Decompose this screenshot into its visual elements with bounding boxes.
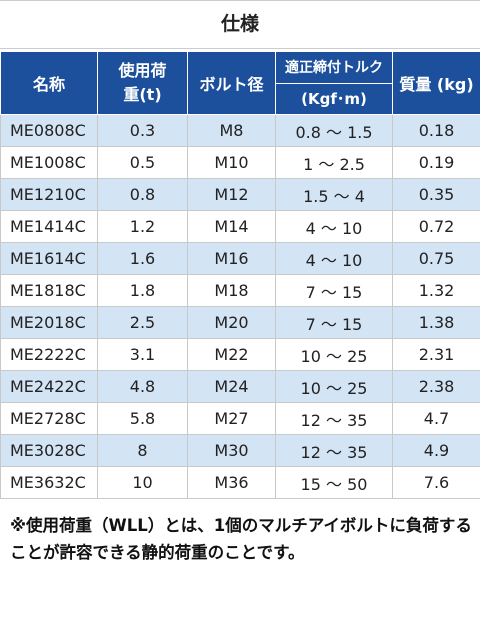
table-cell: 10 ～ 25	[275, 338, 393, 371]
table-cell: M12	[187, 178, 276, 211]
table-row: ME1210C 0.8 M12 1.5 ～ 4 0.35	[0, 178, 480, 211]
note: ※使用荷重（WLL）とは、1個のマルチアイボルトに負荷することが許容できる静的荷…	[10, 516, 472, 562]
table-cell: 1.8	[97, 274, 188, 307]
table-cell: M10	[187, 146, 276, 179]
table-cell: M8	[187, 114, 276, 147]
table-row: ME0808C 0.3 M8 0.8 ～ 1.5 0.18	[0, 114, 480, 147]
table-cell: 10	[97, 466, 188, 499]
table-cell: 12 ～ 35	[275, 434, 393, 467]
model-cell: ME2422C	[0, 370, 98, 403]
model-cell: ME0808C	[0, 114, 98, 147]
model-cell: ME2728C	[0, 402, 98, 435]
table-cell: 4 ～ 10	[275, 242, 393, 275]
table-cell: 0.8 ～ 1.5	[275, 114, 393, 147]
table-cell: 2.5	[97, 306, 188, 339]
table-cell: 2.38	[392, 370, 480, 403]
table-cell: 1 ～ 2.5	[275, 146, 393, 179]
table-cell: M22	[187, 338, 276, 371]
table-cell: 0.5	[97, 146, 188, 179]
table-cell: 4.7	[392, 402, 480, 435]
table-cell: 0.3	[97, 114, 188, 147]
table-cell: 0.18	[392, 114, 480, 147]
table-row: ME3028C 8 M30 12 ～ 35 4.9	[0, 434, 480, 467]
table-cell: 7 ～ 15	[275, 274, 393, 307]
header-cell: 使用荷重(t)	[97, 51, 188, 115]
table-cell: M18	[187, 274, 276, 307]
table-cell: 0.72	[392, 210, 480, 243]
model-cell: ME2018C	[0, 306, 98, 339]
table-row: ME1414C 1.2 M14 4 ～ 10 0.72	[0, 210, 480, 243]
table-cell: 4.9	[392, 434, 480, 467]
table-row: ME2222C 3.1 M22 10 ～ 25 2.31	[0, 338, 480, 371]
spec-table: 名称 使用荷重(t) ボルト径 適正締付トルク 質量 (kg) (Kgf･m) …	[0, 51, 480, 499]
model-cell: ME3028C	[0, 434, 98, 467]
table-cell: 0.19	[392, 146, 480, 179]
table-cell: 8	[97, 434, 188, 467]
table-row: ME1614C 1.6 M16 4 ～ 10 0.75	[0, 242, 480, 275]
model-cell: ME1818C	[0, 274, 98, 307]
table-row: ME1008C 0.5 M10 1 ～ 2.5 0.19	[0, 146, 480, 179]
table-cell: 0.75	[392, 242, 480, 275]
header-cell: 名称	[0, 51, 98, 115]
table-cell: 1.32	[392, 274, 480, 307]
table-row: ME1818C 1.8 M18 7 ～ 15 1.32	[0, 274, 480, 307]
model-cell: ME2222C	[0, 338, 98, 371]
table-cell: 3.1	[97, 338, 188, 371]
table-body: ME0808C 0.3 M8 0.8 ～ 1.5 0.18 ME1008C 0.5 M10 1 …	[0, 114, 480, 499]
table-cell: 15 ～ 50	[275, 466, 393, 499]
model-cell: ME1008C	[0, 146, 98, 179]
table-cell: M36	[187, 466, 276, 499]
table-cell: 2.31	[392, 338, 480, 371]
table-cell: M27	[187, 402, 276, 435]
table-cell: M24	[187, 370, 276, 403]
table-cell: 1.38	[392, 306, 480, 339]
table-cell: 1.6	[97, 242, 188, 275]
table-cell: 0.35	[392, 178, 480, 211]
table-cell: 4.8	[97, 370, 188, 403]
table-cell: 7.6	[392, 466, 480, 499]
table-cell: 0.8	[97, 178, 188, 211]
model-cell: ME1414C	[0, 210, 98, 243]
table-row: ME3632C 10 M36 15 ～ 50 7.6	[0, 466, 480, 499]
table-row: ME2018C 2.5 M20 7 ～ 15 1.38	[0, 306, 480, 339]
table-cell: M20	[187, 306, 276, 339]
model-cell: ME1614C	[0, 242, 98, 275]
table-row: ME2422C 4.8 M24 10 ～ 25 2.38	[0, 370, 480, 403]
header-cell: 適正締付トルク	[275, 51, 393, 84]
header-cell: (Kgf･m)	[275, 82, 393, 115]
table-cell: 5.8	[97, 402, 188, 435]
table-cell: 4 ～ 10	[275, 210, 393, 243]
table-cell: 1.2	[97, 210, 188, 243]
table-row: ME2728C 5.8 M27 12 ～ 35 4.7	[0, 402, 480, 435]
table-cell: 10 ～ 25	[275, 370, 393, 403]
table-cell: 1.5 ～ 4	[275, 178, 393, 211]
table-title: 仕様	[0, 0, 480, 49]
table-cell: 7 ～ 15	[275, 306, 393, 339]
header-cell: ボルト径	[187, 51, 276, 115]
header-cell: 質量 (kg)	[392, 51, 480, 115]
model-cell: ME3632C	[0, 466, 98, 499]
model-cell: ME1210C	[0, 178, 98, 211]
table-cell: M14	[187, 210, 276, 243]
table-cell: M30	[187, 434, 276, 467]
table-cell: M16	[187, 242, 276, 275]
table-cell: 12 ～ 35	[275, 402, 393, 435]
